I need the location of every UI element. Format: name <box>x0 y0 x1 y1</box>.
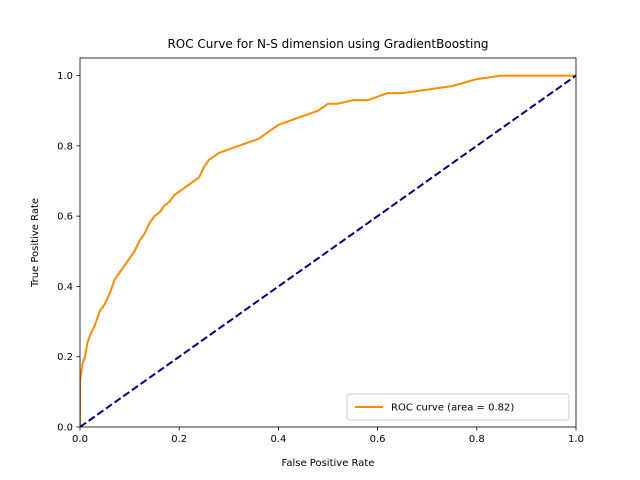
x-tick-label: 0.8 <box>469 434 485 445</box>
legend-label-roc: ROC curve (area = 0.82) <box>391 403 514 414</box>
y-tick-label: 0.8 <box>57 141 73 152</box>
y-axis-label: True Positive Rate <box>30 198 41 288</box>
y-tick-label: 0.2 <box>57 352 73 363</box>
y-tick-label: 0.0 <box>57 423 73 434</box>
y-axis: 0.0 0.2 0.4 0.6 0.8 1.0 <box>57 71 80 434</box>
x-tick-label: 0.6 <box>370 434 386 445</box>
x-tick-label: 1.0 <box>568 434 584 445</box>
y-tick-label: 1.0 <box>57 71 73 82</box>
x-tick-label: 0.4 <box>270 434 286 445</box>
chance-diagonal-line <box>80 74 576 427</box>
legend: ROC curve (area = 0.82) <box>346 393 570 421</box>
legend-box <box>346 393 570 421</box>
x-axis-label: False Positive Rate <box>282 458 375 469</box>
x-tick-label: 0.0 <box>72 434 88 445</box>
plot-frame <box>79 57 577 428</box>
plot-area <box>79 57 577 428</box>
x-axis: 0.0 0.2 0.4 0.6 0.8 1.0 <box>72 427 584 445</box>
x-tick-label: 0.2 <box>171 434 187 445</box>
y-tick-label: 0.6 <box>57 212 73 223</box>
chart-title: ROC Curve for N-S dimension using Gradie… <box>167 37 488 51</box>
roc-curve-line <box>80 74 576 427</box>
series-group <box>80 74 576 427</box>
y-tick-label: 0.4 <box>57 282 73 293</box>
